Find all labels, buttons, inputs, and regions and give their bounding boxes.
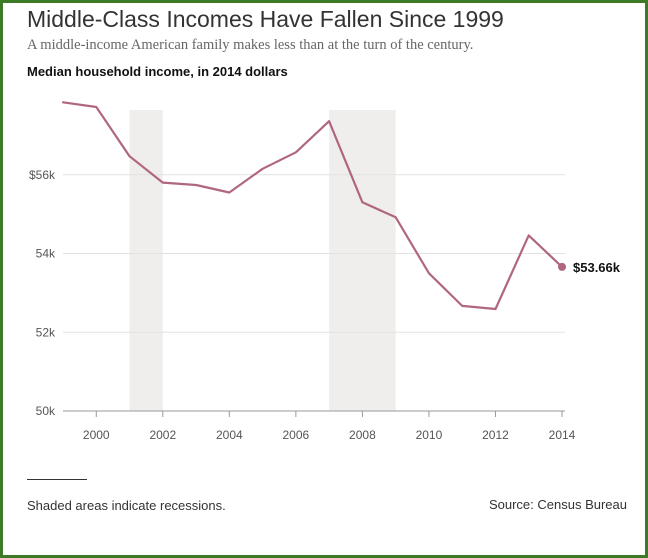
y-tick-label: 54k xyxy=(36,247,56,261)
y-tick-label: $56k xyxy=(29,168,56,182)
x-tick-label: 2008 xyxy=(349,428,376,442)
x-tick-label: 2002 xyxy=(149,428,176,442)
chart-subtitle: A middle-income American family makes le… xyxy=(27,37,474,53)
footer-rule xyxy=(27,479,87,480)
y-tick-label: 50k xyxy=(36,404,56,418)
chart-title: Middle-Class Incomes Have Fallen Since 1… xyxy=(27,6,504,32)
x-tick-label: 2004 xyxy=(216,428,243,442)
x-tick-label: 2006 xyxy=(283,428,310,442)
income-series-line xyxy=(61,101,564,311)
x-tick-label: 2014 xyxy=(549,428,576,442)
end-point-marker xyxy=(558,262,566,271)
source-credit: Source: Census Bureau xyxy=(488,497,627,512)
chart-label: Median household income, in 2014 dollars xyxy=(27,64,288,79)
recession-band xyxy=(129,110,163,411)
x-tick-label: 2010 xyxy=(416,428,443,442)
recession-band xyxy=(329,110,396,411)
x-tick-label: 2012 xyxy=(482,428,509,442)
end-value-label: $53.66k xyxy=(573,260,621,275)
x-tick-label: 2000 xyxy=(83,428,110,442)
y-tick-label: 52k xyxy=(36,325,56,339)
recession-note: Shaded areas indicate recessions. xyxy=(27,498,226,513)
